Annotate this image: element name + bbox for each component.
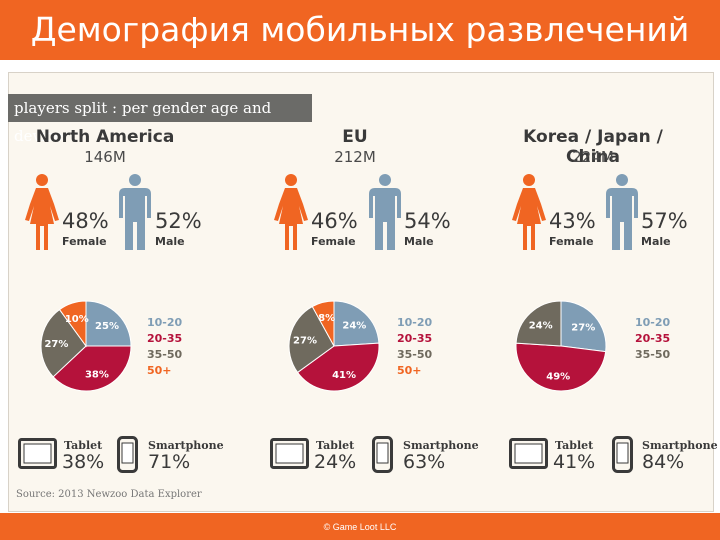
pie-slice-label: 27%: [44, 339, 68, 350]
age-pie-chart-north-america: 25% 38% 27% 10%: [40, 300, 132, 392]
male-icon: [119, 174, 151, 250]
female-percent-korea-japan-china: 43%: [549, 209, 596, 233]
age-legend-item: 35-50: [635, 348, 671, 361]
female-label: Female: [62, 235, 107, 248]
pie-slice-20-35: [52, 345, 132, 392]
pie-slice-label: 27%: [571, 322, 595, 333]
age-legend-item: 20-35: [635, 332, 671, 345]
smartphone-icon: [117, 436, 138, 473]
age-legend-item: 10-20: [635, 316, 671, 329]
region-name-korea-japan-china: Korea / Japan / China: [523, 127, 663, 167]
smartphone-label: Smartphone: [403, 439, 479, 452]
pie-slice-label: 49%: [546, 372, 570, 383]
region-players-north-america: 146M: [84, 148, 126, 166]
tablet-percent-korea-japan-china: 41%: [553, 451, 596, 473]
age-pie-chart-korea-japan-china: 27% 49% 24%: [515, 300, 607, 392]
female-icon: [512, 174, 546, 250]
male-label: Male: [641, 235, 671, 248]
age-legend-item: 50+: [147, 364, 172, 377]
tablet-label: Tablet: [316, 439, 355, 452]
female-label: Female: [549, 235, 594, 248]
footer-copyright: © Game Loot LLC: [323, 522, 397, 532]
pie-slice-label: 24%: [529, 320, 553, 331]
title-bar: [0, 0, 720, 60]
pie-slice-35-50: [515, 300, 562, 347]
male-percent-eu: 54%: [404, 209, 451, 233]
age-legend-item: 50+: [397, 364, 422, 377]
pie-slice-label: 27%: [293, 336, 317, 347]
age-legend-item: 20-35: [147, 332, 183, 345]
pie-slice-20-35: [515, 342, 607, 392]
footer-bar: [0, 513, 720, 540]
male-icon: [606, 174, 638, 250]
pie-slice-10-20: [85, 300, 132, 347]
pie-slice-10-20: [560, 300, 607, 353]
age-legend-item: 20-35: [397, 332, 433, 345]
male-label: Male: [155, 235, 185, 248]
tablet-icon: [270, 438, 309, 469]
source-note: Source: 2013 Newzoo Data Explorer: [16, 489, 202, 500]
female-label: Female: [311, 235, 356, 248]
tablet-label: Tablet: [555, 439, 594, 452]
tablet-icon: [509, 438, 548, 469]
male-icon: [369, 174, 401, 250]
pie-slice-35-50: [40, 308, 87, 378]
male-percent-north-america: 52%: [155, 209, 202, 233]
pie-slice-label: 41%: [332, 370, 356, 381]
pie-slice-50+: [58, 300, 87, 348]
pie-slice-10-20: [333, 300, 380, 347]
pie-slice-label: 24%: [342, 320, 366, 331]
pie-slice-label: 10%: [65, 314, 89, 325]
region-players-eu: 212M: [334, 148, 376, 166]
infographic-header: players split : per gender age and devic…: [8, 94, 312, 145]
region-name-north-america: North America: [35, 127, 175, 147]
tablet-icon: [18, 438, 57, 469]
age-legend-item: 10-20: [397, 316, 433, 329]
age-pie-chart-eu: 24% 41% 27% 8%: [288, 300, 380, 392]
pie-slice-35-50: [288, 305, 335, 374]
smartphone-label: Smartphone: [642, 439, 718, 452]
age-legend-item: 10-20: [147, 316, 183, 329]
tablet-label: Tablet: [64, 439, 103, 452]
smartphone-percent-korea-japan-china: 84%: [642, 451, 685, 473]
pie-slice-50+: [311, 300, 335, 347]
smartphone-label: Smartphone: [148, 439, 224, 452]
smartphone-icon: [612, 436, 633, 473]
smartphone-percent-eu: 63%: [403, 451, 446, 473]
pie-slice-label: 38%: [85, 370, 109, 381]
male-label: Male: [404, 235, 434, 248]
female-icon: [25, 174, 59, 250]
female-percent-north-america: 48%: [62, 209, 109, 233]
tablet-percent-north-america: 38%: [62, 451, 105, 473]
male-percent-korea-japan-china: 57%: [641, 209, 688, 233]
pie-slice-label: 25%: [95, 321, 119, 332]
region-name-eu: EU: [342, 127, 368, 147]
tablet-percent-eu: 24%: [314, 451, 357, 473]
female-icon: [274, 174, 308, 250]
age-legend-item: 35-50: [397, 348, 433, 361]
pie-slice-label: 8%: [318, 313, 335, 324]
female-percent-eu: 46%: [311, 209, 358, 233]
pie-slice-20-35: [296, 342, 380, 392]
region-players-korea-japan-china: 224M: [572, 148, 614, 166]
smartphone-icon: [372, 436, 393, 473]
slide-title: Демография мобильных развлечений: [30, 10, 690, 49]
age-legend-item: 35-50: [147, 348, 183, 361]
smartphone-percent-north-america: 71%: [148, 451, 191, 473]
